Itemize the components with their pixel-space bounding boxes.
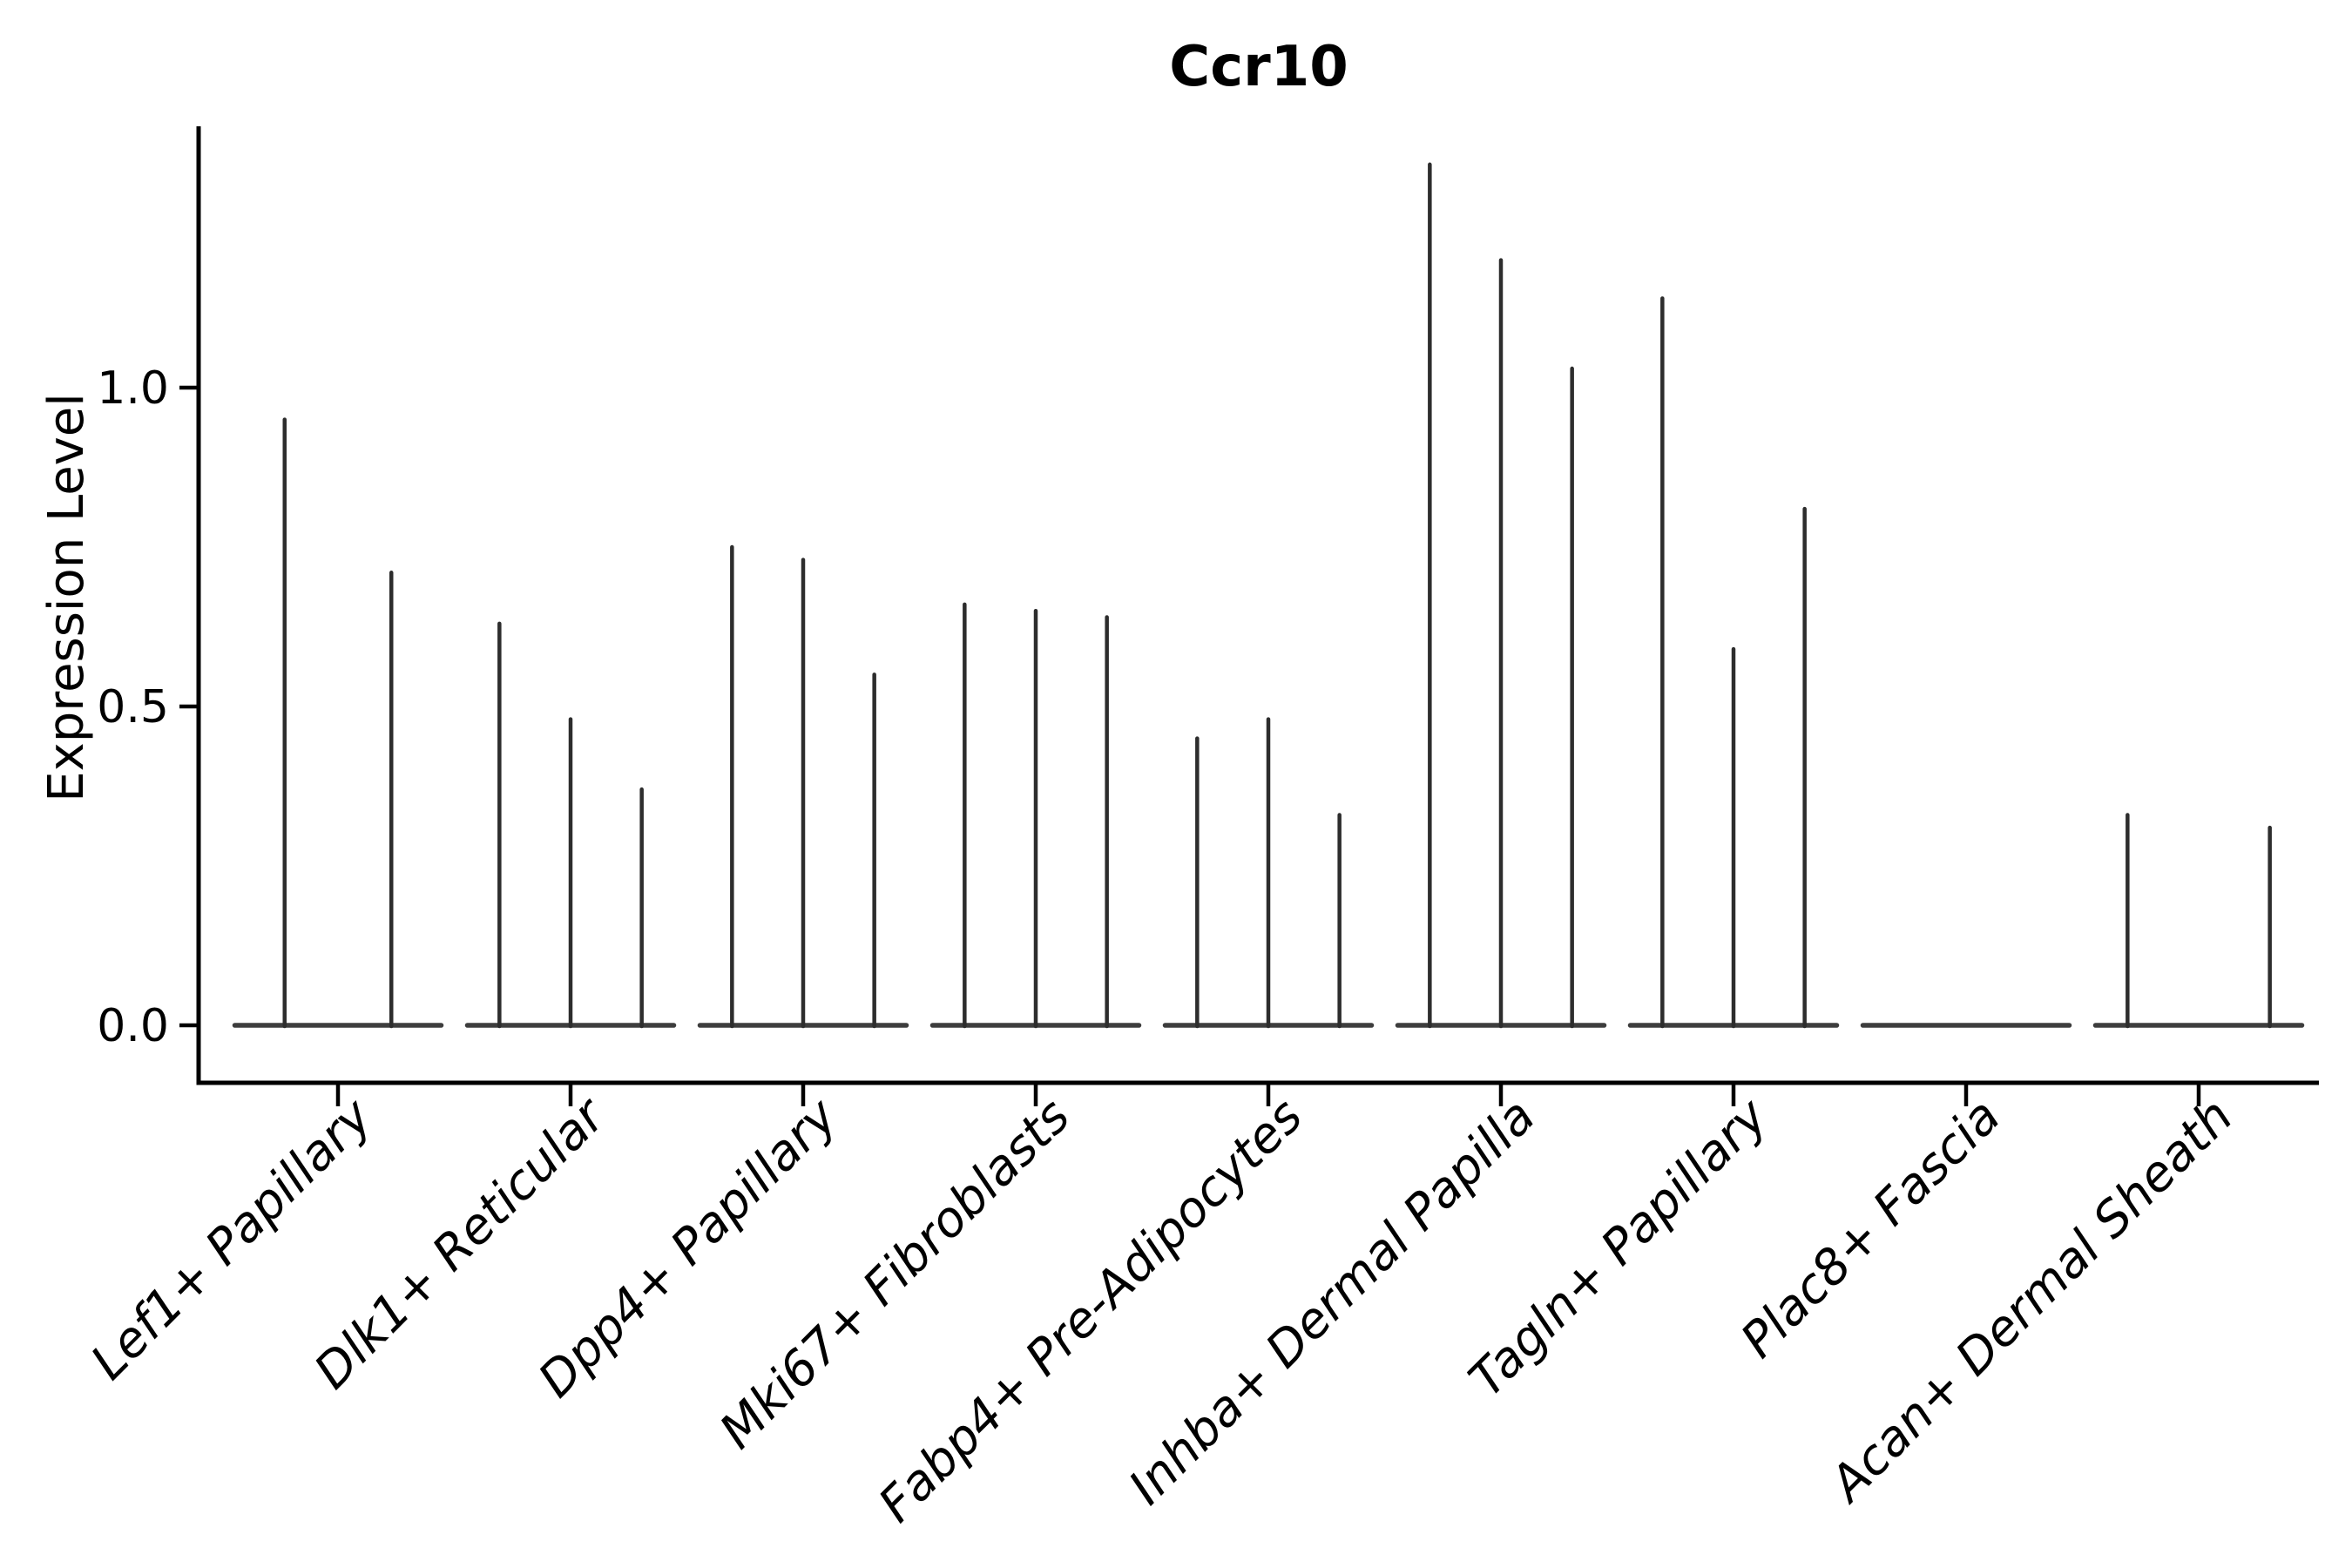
axes-layer [179, 126, 2319, 1106]
x-tick-label: Fabp4+ Pre-Adipocytes [868, 1088, 1314, 1533]
chart-title: Ccr10 [1169, 35, 1348, 99]
y-tick-label: 0.5 [97, 681, 169, 733]
y-tick-label: 0.0 [97, 1000, 169, 1052]
x-tick-label: Inhba+ Dermal Papilla [1119, 1088, 1546, 1516]
y-tick-label: 1.0 [97, 362, 169, 415]
y-axis-label: Expression Level [38, 393, 95, 802]
violin-layer [232, 162, 2305, 1029]
x-tick-label: Acan+ Dermal Sheath [1818, 1088, 2244, 1514]
